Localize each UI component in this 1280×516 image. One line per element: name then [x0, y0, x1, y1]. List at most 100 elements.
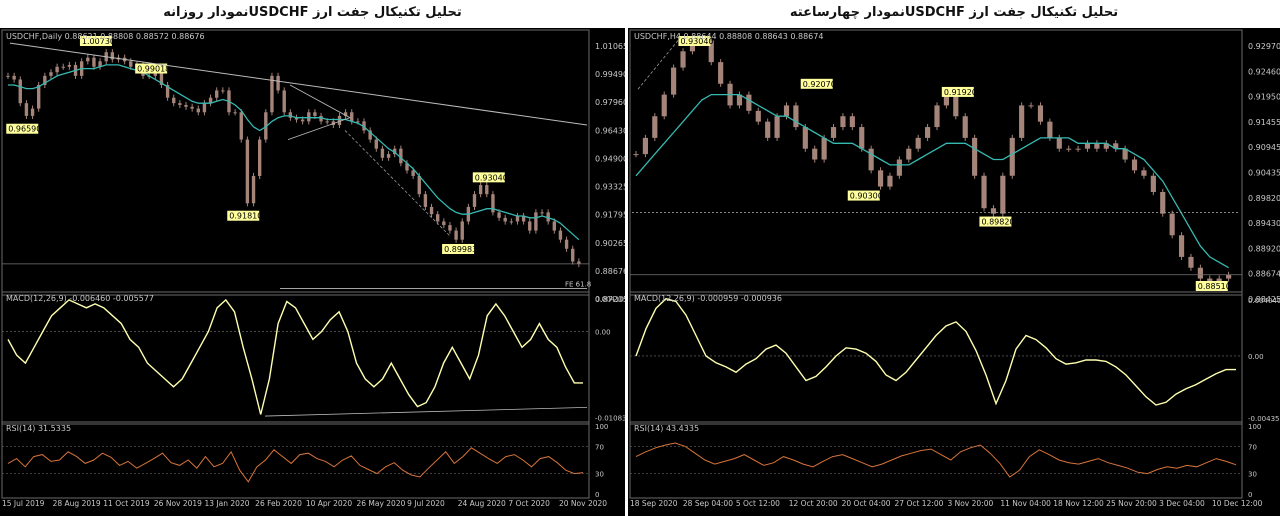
main-panel-frame [1, 29, 590, 296]
x-tick-label: 11 Nov 04:00 [1000, 499, 1051, 508]
macd-trendline [264, 406, 588, 417]
candle-body [1188, 256, 1194, 268]
candle-body [110, 52, 115, 60]
candle-body [708, 40, 714, 63]
rsi-tick-label: 0 [595, 491, 599, 499]
candle-body [1056, 137, 1062, 149]
candle-body [1037, 105, 1044, 122]
swing-dashed-line [637, 40, 679, 90]
moving-average-line [8, 64, 580, 241]
daily-chart-canvas: 1.01065 0.99490 0.97960 0.96430 0.94900 0.933… [1, 29, 625, 508]
x-tick-label: 11 Oct 2019 [103, 499, 150, 508]
candle-body [362, 121, 366, 131]
price-tick-label: 0.91455 [1248, 118, 1280, 127]
price-tick-label: 0.96430 [595, 126, 625, 135]
candle-body [24, 103, 29, 116]
candle-body [534, 212, 538, 231]
candle-body [558, 230, 563, 240]
candle-body [178, 103, 182, 105]
moving-average-line [635, 93, 1229, 269]
macd-line [635, 297, 1236, 406]
candle-body [43, 75, 47, 85]
candle-body [652, 116, 658, 138]
candle-body [849, 116, 855, 128]
price-tick-label: 0.89430 [1248, 219, 1280, 228]
candle-body [896, 159, 902, 176]
price-tick-label: 0.97960 [595, 98, 625, 107]
macd-panel-frame [629, 291, 1243, 425]
candle-body [288, 112, 293, 118]
candle-body [943, 94, 949, 106]
fe-annotation: FE 61.8 [565, 280, 591, 288]
x-tick-label: 10 Dec 12:00 [1212, 499, 1263, 508]
candle-body [215, 90, 219, 98]
price-tick-label: 0.90945 [1248, 143, 1280, 152]
h4-chart: 0.92970 0.92460 0.91950 0.91455 0.90945 0.904… [628, 28, 1280, 516]
macd-tick-label: 0.004040 [1248, 297, 1280, 305]
candle-body [661, 94, 667, 117]
candle-body [435, 214, 440, 222]
candle-body [859, 127, 865, 149]
candle-body [98, 61, 102, 67]
candle-body [386, 154, 391, 158]
price-label-box [1195, 281, 1228, 291]
candle-body [552, 221, 556, 231]
candle-body [129, 61, 133, 67]
candle-body [1103, 143, 1109, 149]
price-label: 0.91810 [229, 212, 262, 221]
candle-body [350, 112, 354, 122]
candle-body [736, 94, 743, 106]
candle-body [356, 121, 360, 123]
candle-body [276, 75, 280, 91]
candle-body [442, 221, 446, 226]
price-label: 0.89983 [444, 245, 477, 254]
candle-body [423, 194, 428, 207]
candle-body [282, 90, 286, 113]
candle-body [642, 137, 648, 155]
rsi-tick-label: 100 [595, 423, 608, 431]
x-tick-label: 18 Nov 12:00 [1053, 499, 1104, 508]
candle-body [934, 105, 940, 128]
price-tick-label: 0.92970 [1248, 42, 1280, 51]
candle-body [802, 127, 808, 149]
rsi-tick-label: 100 [1248, 423, 1261, 431]
candle-body [491, 194, 495, 213]
rsi-header: RSI(14) 31.5335 [6, 424, 71, 433]
x-tick-label: 7 Oct 2020 [508, 499, 550, 508]
x-tick-label: 20 Nov 2020 [559, 499, 607, 508]
daily-chart: 1.01065 0.99490 0.97960 0.96430 0.94900 0.933… [0, 28, 625, 516]
candle-body [521, 216, 526, 222]
candle-body [159, 68, 164, 85]
price-label: 0.96590 [8, 125, 41, 134]
candle-body [55, 66, 59, 73]
macd-tick-label: -0.004351 [1248, 415, 1280, 423]
price-label-box [6, 123, 39, 134]
candle-body [374, 139, 378, 149]
candle-body [1197, 267, 1203, 279]
candle-body [307, 112, 311, 122]
candle-body [793, 105, 799, 128]
price-label: 0.91920 [944, 88, 977, 97]
candle-body [925, 127, 931, 138]
candle-body [485, 185, 489, 195]
price-tick-label: 0.93325 [595, 183, 625, 192]
x-tick-label: 24 Aug 2020 [458, 499, 506, 508]
candle-body [515, 216, 520, 222]
macd-tick-label: -0.010833 [595, 414, 625, 422]
rsi-tick-label: 70 [595, 443, 604, 451]
candle-body [840, 116, 846, 128]
rsi-tick-label: 30 [595, 471, 604, 479]
candle-body [746, 94, 752, 111]
candle-body [1094, 143, 1100, 149]
candle-body [868, 148, 874, 171]
candle-body [821, 137, 827, 160]
candle-body [165, 84, 170, 98]
left-chart-title: تحلیل تکنیکال جفت ارز USDCHFنمودار روزان… [163, 5, 462, 20]
candle-body [67, 64, 72, 67]
candle-body [1066, 148, 1072, 150]
candle-body [6, 75, 10, 77]
price-tick-label: 0.90435 [1248, 169, 1280, 178]
candle-body [990, 208, 997, 214]
rsi-header: RSI(14) 43.4335 [634, 424, 699, 433]
macd-line [7, 298, 583, 415]
